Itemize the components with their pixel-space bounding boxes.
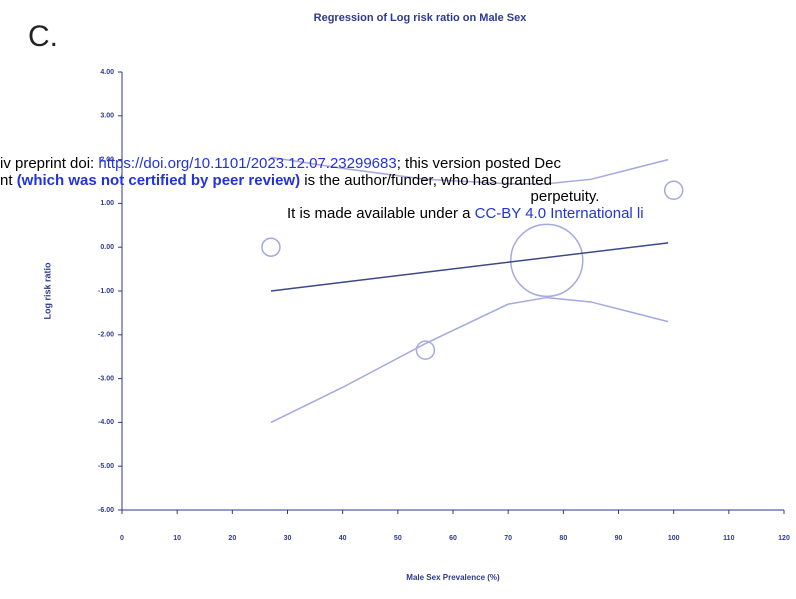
- x-tick-label: 60: [449, 535, 457, 542]
- y-tick-label: -5.00: [98, 463, 114, 470]
- x-tick-label: 0: [120, 535, 124, 542]
- y-tick-label: -1.00: [98, 288, 114, 295]
- x-tick-label: 10: [173, 535, 181, 542]
- chart-title: Regression of Log risk ratio on Male Sex: [314, 12, 528, 24]
- x-tick-label: 70: [504, 535, 512, 542]
- y-tick-label: 1.00: [100, 200, 114, 207]
- bubble: [261, 237, 281, 257]
- y-tick-label: 2.00: [100, 156, 114, 163]
- watermark-bold: (which was not certified by peer review): [17, 172, 300, 189]
- watermark-text: ; this version posted Dec: [397, 155, 562, 172]
- x-tick-label: 40: [339, 535, 347, 542]
- watermark-text: iv preprint doi:: [0, 155, 98, 172]
- watermark-text: is the author/funder, who has granted: [300, 172, 552, 189]
- watermark-link[interactable]: https://doi.org/10.1101/2023.12.07.23299…: [98, 155, 396, 172]
- watermark-line: perpetuity.: [531, 188, 600, 205]
- x-tick-label: 90: [615, 535, 623, 542]
- watermark-text: It is made available under a: [287, 205, 475, 222]
- y-tick-label: -4.00: [98, 419, 114, 426]
- x-tick-label: 80: [559, 535, 567, 542]
- x-tick-label: 30: [284, 535, 292, 542]
- bubble: [415, 340, 436, 360]
- ci-lower: [270, 296, 669, 424]
- watermark-line: iv preprint doi: https://doi.org/10.1101…: [0, 155, 561, 172]
- y-tick-label: 3.00: [100, 113, 114, 120]
- x-axis-label: Male Sex Prevalence (%): [406, 573, 500, 582]
- watermark-link[interactable]: CC-BY 4.0 International li: [475, 205, 644, 222]
- y-axis-label: Log risk ratio: [42, 262, 52, 320]
- watermark: iv preprint doi: https://doi.org/10.1101…: [0, 155, 644, 222]
- x-tick-label: 50: [394, 535, 402, 542]
- bubble: [510, 223, 584, 298]
- watermark-line: It is made available under a CC-BY 4.0 I…: [287, 205, 644, 222]
- x-tick-label: 110: [723, 535, 734, 542]
- x-tick-label: 100: [668, 535, 680, 542]
- panel-label: C.: [28, 20, 58, 53]
- y-tick-label: 0.00: [100, 244, 114, 251]
- y-tick-label: -6.00: [98, 507, 114, 514]
- y-tick-label: -3.00: [98, 375, 114, 382]
- ci-upper: [270, 156, 669, 185]
- watermark-text: nt: [0, 172, 17, 189]
- bubble: [663, 180, 684, 201]
- y-tick-label: 4.00: [100, 69, 114, 76]
- watermark-line: nt (which was not certified by peer revi…: [0, 172, 552, 189]
- y-tick-label: -2.00: [98, 332, 114, 339]
- regression-line: [270, 242, 669, 292]
- x-tick-label: 20: [228, 535, 236, 542]
- x-tick-label: 120: [778, 535, 790, 542]
